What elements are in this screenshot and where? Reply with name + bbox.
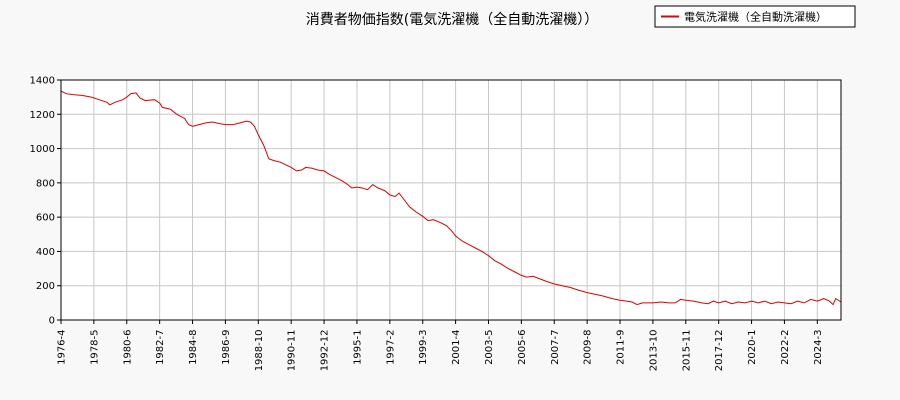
legend-box	[654, 5, 856, 28]
x-tick-label: 1978-5	[89, 330, 100, 365]
x-tick-label: 2015-11	[681, 330, 692, 372]
x-tick-label: 2005-6	[517, 330, 528, 365]
series-line	[60, 90, 842, 306]
x-tick-label: 1984-8	[188, 330, 199, 365]
x-tick-label: 2022-2	[780, 330, 791, 365]
y-tick-label: 1400	[30, 76, 55, 87]
y-tick-label: 0	[49, 316, 55, 327]
y-axis-ticks: 0 200 400 600 800 1000 1200 1400	[30, 76, 61, 327]
x-tick-label: 2024-3	[813, 330, 824, 365]
x-tick-label: 2020-1	[747, 330, 758, 365]
y-tick-label: 200	[36, 281, 55, 292]
x-tick-label: 1976-4	[57, 330, 68, 365]
x-tick-label: 1986-9	[221, 330, 232, 365]
x-tick-label: 1988-10	[254, 330, 265, 372]
x-tick-label: 1999-3	[418, 330, 429, 365]
x-tick-label: 2017-12	[714, 330, 725, 372]
x-tick-label: 1997-2	[385, 330, 396, 365]
legend: 電気洗濯機（全自動洗濯機）	[654, 5, 856, 28]
y-tick-label: 600	[36, 213, 55, 224]
x-axis-ticks: 1976-4 1978-5 1980-6 1982-7 1984-8 1986-9 1988…	[57, 320, 824, 371]
x-tick-label: 2001-4	[451, 330, 462, 365]
x-tick-label: 2003-5	[484, 330, 495, 365]
y-tick-label: 1200	[30, 110, 55, 121]
legend-label: 電気洗濯機（全自動洗濯機）	[684, 10, 827, 24]
y-tick-label: 1000	[30, 144, 55, 155]
x-tick-label: 1982-7	[155, 330, 166, 365]
x-tick-label: 2011-9	[616, 330, 627, 365]
plot-area	[61, 80, 841, 320]
chart-title: 消費者物価指数(電気洗濯機（全自動洗濯機））	[306, 11, 598, 28]
series-layer	[60, 90, 842, 306]
y-tick-label: 400	[36, 247, 55, 258]
x-tick-label: 1990-11	[287, 330, 298, 372]
x-tick-label: 1995-1	[352, 330, 363, 365]
y-tick-label: 800	[36, 178, 55, 189]
plot-frame	[60, 79, 842, 321]
x-tick-label: 2009-8	[583, 330, 594, 365]
x-tick-label: 2013-10	[648, 330, 659, 372]
x-tick-label: 1992-12	[320, 330, 331, 372]
x-tick-label: 2007-7	[550, 330, 561, 365]
x-tick-label: 1980-6	[122, 330, 133, 365]
